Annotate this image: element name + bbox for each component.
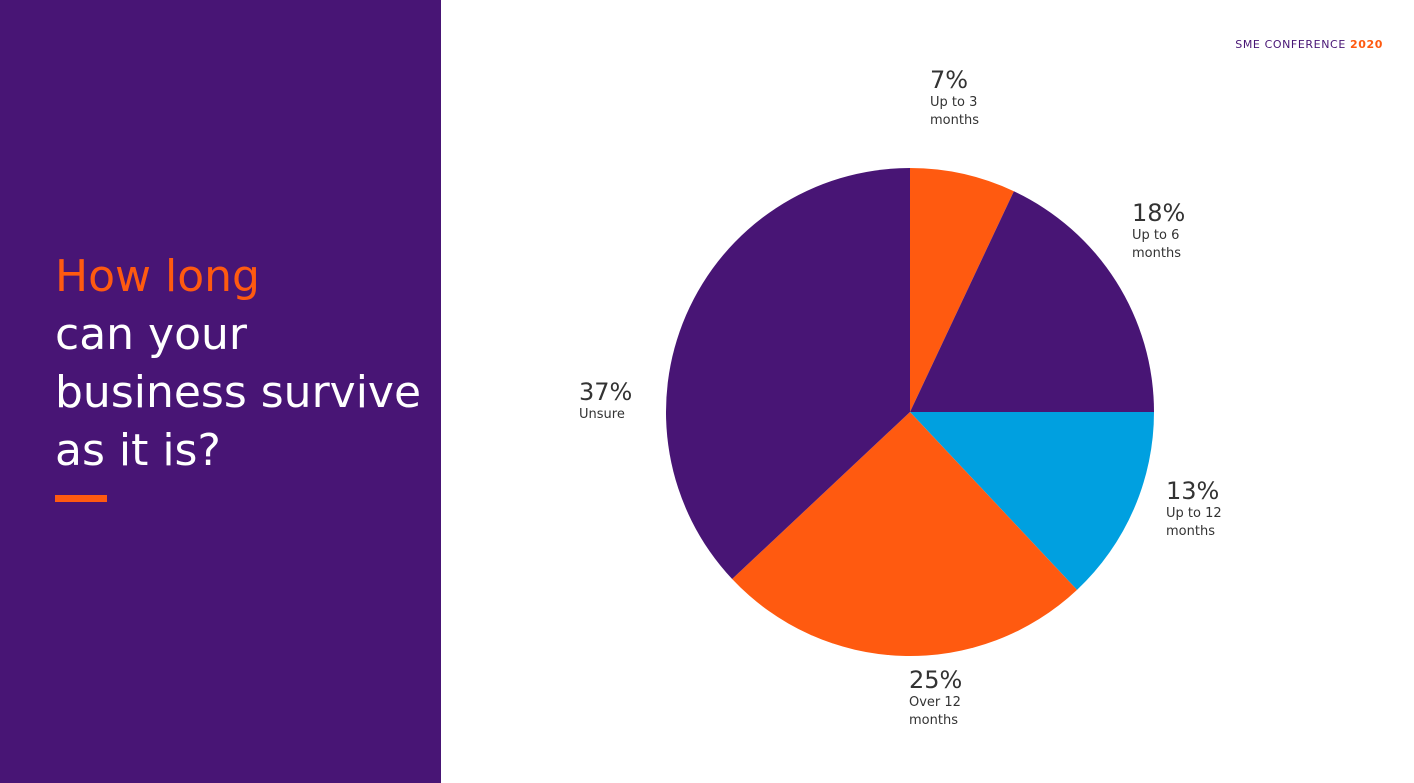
pie-slice-unsure: [666, 168, 910, 580]
slice-label-over-12-months: 25% Over 12 months: [909, 666, 989, 730]
slice-desc: Up to 3 months: [930, 95, 979, 128]
slice-percent: 37%: [579, 378, 633, 406]
headline-line-3: as it is?: [55, 425, 221, 476]
slice-label-up-to-3-months: 7% Up to 3 months: [930, 66, 1010, 130]
pie-chart: [666, 168, 1154, 656]
headline-accent: How long: [55, 251, 260, 302]
left-panel: How long can your business survive as it…: [0, 0, 441, 783]
slice-label-up-to-12-months: 13% Up to 12 months: [1166, 477, 1246, 541]
pie-slice-over-12-months: [732, 412, 1078, 656]
slice-percent: 18%: [1132, 199, 1186, 227]
slice-desc: Over 12 months: [909, 695, 961, 728]
slice-label-unsure: 37% Unsure: [579, 378, 659, 424]
pie-slice-up-to-12-months: [910, 412, 1154, 590]
conference-year: 2020: [1349, 38, 1383, 51]
slice-desc: Up to 12 months: [1166, 506, 1222, 539]
slice-percent: 13%: [1166, 477, 1220, 505]
pie-slice-up-to-3-months: [910, 168, 1014, 412]
slice-desc: Unsure: [579, 407, 625, 422]
slice-percent: 25%: [909, 666, 963, 694]
slice-desc: Up to 6 months: [1132, 228, 1181, 261]
headline: How long can your business survive as it…: [55, 248, 435, 480]
headline-line-2: business survive: [55, 367, 422, 418]
accent-bar: [55, 495, 107, 502]
pie-slice-up-to-6-months: [910, 191, 1154, 412]
conference-tag: SME CONFERENCE 2020: [1235, 38, 1383, 51]
headline-line-1: can your: [55, 309, 247, 360]
slice-label-up-to-6-months: 18% Up to 6 months: [1132, 199, 1212, 263]
slice-percent: 7%: [930, 66, 969, 94]
conference-label: SME CONFERENCE: [1235, 38, 1346, 51]
